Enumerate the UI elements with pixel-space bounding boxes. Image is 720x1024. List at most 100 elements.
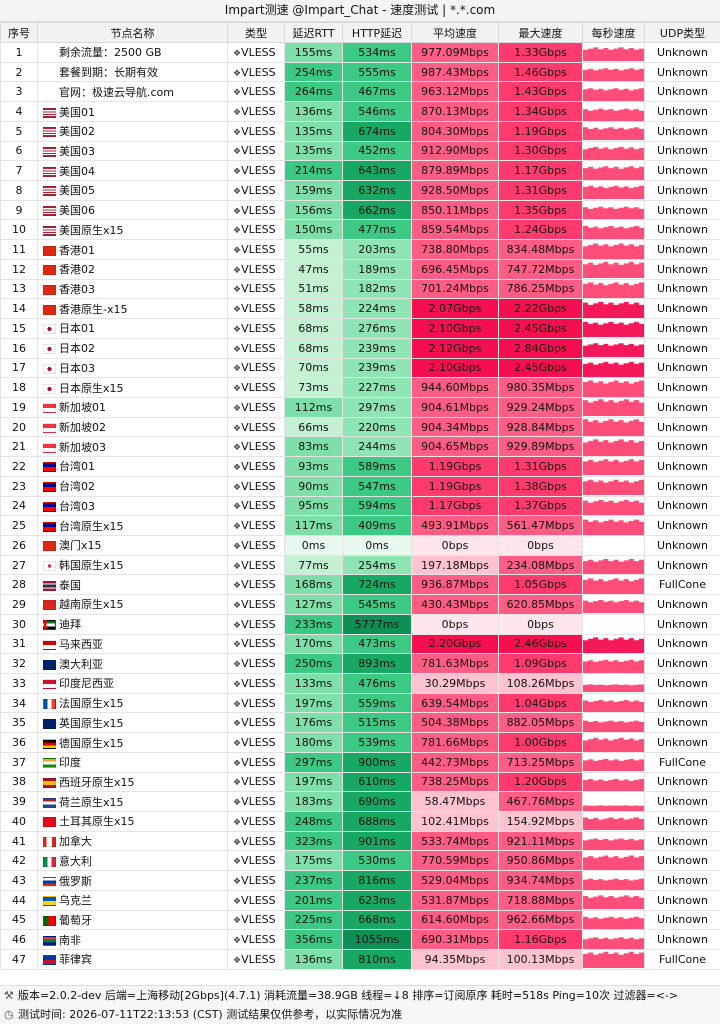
col-http[interactable]: HTTP延迟 [342, 22, 412, 43]
diamond-icon: ❖ [233, 48, 242, 59]
table-row[interactable]: 30 迪拜 ❖VLESS 233ms 5777ms 0bps 0bps Unknown [0, 613, 720, 635]
node-name-label: 台湾03 [59, 499, 95, 513]
node-name-label: 葡萄牙 [59, 913, 92, 927]
rtt-cell: 297ms [284, 751, 343, 773]
row-index: 32 [0, 653, 38, 674]
node-name-label: 俄罗斯 [59, 874, 92, 888]
row-index: 18 [0, 377, 38, 398]
table-row[interactable]: 39 荷兰原生x15 ❖VLESS 183ms 690ms 58.47Mbps 467.76… [0, 791, 720, 813]
node-name-label: 美国05 [59, 184, 95, 198]
table-row[interactable]: 6 美国03 ❖VLESS 135ms 452ms 912.90Mbps 1.30Gbps U… [0, 140, 720, 162]
diamond-icon: ❖ [233, 285, 242, 296]
table-row[interactable]: 31 马来西亚 ❖VLESS 170ms 473ms 2.20Gbps 2.46Gbps Un… [0, 633, 720, 655]
node-name: 新加坡02 [37, 416, 228, 438]
col-avg-speed[interactable]: 平均速度 [411, 22, 499, 43]
col-per-second[interactable]: 每秒速度 [582, 22, 645, 43]
node-type-label: VLESS [241, 203, 276, 217]
table-row[interactable]: 41 加拿大 ❖VLESS 323ms 901ms 533.74Mbps 921.11Mbp… [0, 830, 720, 852]
table-row[interactable]: 13 香港03 ❖VLESS 51ms 182ms 701.24Mbps 786.25Mbp… [0, 278, 720, 300]
table-row[interactable]: 33 印度尼西亚 ❖VLESS 133ms 476ms 30.29Mbps 108.26Mb… [0, 673, 720, 694]
table-row[interactable]: 42 意大利 ❖VLESS 175ms 530ms 770.59Mbps 950.86Mbp… [0, 850, 720, 872]
table-row[interactable]: 16 日本02 ❖VLESS 68ms 239ms 2.12Gbps 2.84Gbps Unk… [0, 337, 720, 359]
udp-cell: Unknown [644, 278, 720, 300]
node-name-label: 澳门x15 [59, 539, 102, 553]
diamond-icon: ❖ [233, 344, 242, 355]
table-row[interactable]: 12 香港02 ❖VLESS 47ms 189ms 696.45Mbps 747.72Mbp… [0, 258, 720, 280]
table-row[interactable]: 45 葡萄牙 ❖VLESS 225ms 668ms 614.60Mbps 962.66Mbp… [0, 909, 720, 931]
table-row[interactable]: 23 台湾02 ❖VLESS 90ms 547ms 1.19Gbps 1.38Gbps Unk… [0, 475, 720, 497]
table-row[interactable]: 25 台湾原生x15 ❖VLESS 117ms 409ms 493.91Mbps 561.4… [0, 515, 720, 536]
node-name: 德国原生x15 [37, 732, 228, 753]
max-speed-cell: 934.74Mbps [498, 870, 583, 891]
table-row[interactable]: 20 新加坡02 ❖VLESS 66ms 220ms 904.34Mbps 928.84Mb… [0, 416, 720, 438]
udp-cell: Unknown [644, 653, 720, 674]
table-row[interactable]: 35 英国原生x15 ❖VLESS 176ms 515ms 504.38Mbps 882.0… [0, 712, 720, 734]
table-row[interactable]: 46 南非 ❖VLESS 356ms 1055ms 690.31Mbps 1.16Gbps U… [0, 929, 720, 951]
table-row[interactable]: 10 美国原生x15 ❖VLESS 150ms 477ms 859.54Mbps 1.24G… [0, 219, 720, 241]
speed-sparkline [583, 380, 644, 397]
table-row[interactable]: 24 台湾03 ❖VLESS 95ms 594ms 1.17Gbps 1.37Gbps Unk… [0, 495, 720, 517]
row-index: 25 [0, 515, 38, 536]
col-max-speed[interactable]: 最大速度 [498, 22, 583, 43]
col-rtt[interactable]: 延迟RTT [284, 22, 343, 43]
table-row[interactable]: 27 韩国原生x15 ❖VLESS 77ms 254ms 197.18Mbps 234.08… [0, 554, 720, 576]
table-row[interactable]: 18 日本原生x15 ❖VLESS 73ms 227ms 944.60Mbps 980.35… [0, 377, 720, 398]
table-row[interactable]: 4 美国01 ❖VLESS 136ms 546ms 870.13Mbps 1.34Gbps U… [0, 101, 720, 122]
table-row[interactable]: 17 日本03 ❖VLESS 70ms 239ms 2.10Gbps 2.45Gbps Unk… [0, 357, 720, 379]
node-name: 土耳其原生x15 [37, 811, 228, 832]
table-row[interactable]: 38 西班牙原生x15 ❖VLESS 197ms 610ms 738.25Mbps 1.20… [0, 771, 720, 793]
table-row[interactable]: 26 澳门x15 ❖VLESS 0ms 0ms 0bps 0bps Unknown [0, 534, 720, 556]
diamond-icon: ❖ [233, 186, 242, 197]
table-row[interactable]: 1 剩余流量：2500 GB ❖VLESS 155ms 534ms 977.09Mbps 1… [0, 42, 720, 63]
table-row[interactable]: 15 日本01 ❖VLESS 68ms 276ms 2.10Gbps 2.45Gbps Unk… [0, 318, 720, 339]
row-index: 16 [0, 337, 38, 359]
table-row[interactable]: 9 美国06 ❖VLESS 156ms 662ms 850.11Mbps 1.35Gbps U… [0, 199, 720, 221]
http-cell: 539ms [342, 732, 412, 753]
jp-flag-icon [43, 344, 56, 355]
col-name[interactable]: 节点名称 [37, 22, 228, 43]
udp-cell: Unknown [644, 101, 720, 122]
table-row[interactable]: 47 菲律宾 ❖VLESS 136ms 810ms 94.35Mbps 100.13Mbps… [0, 949, 720, 970]
node-type-label: VLESS [241, 834, 276, 848]
node-name-label: 意大利 [59, 854, 92, 868]
table-row[interactable]: 28 泰国 ❖VLESS 168ms 724ms 936.87Mbps 1.05Gbps Fu… [0, 574, 720, 596]
table-row[interactable]: 37 印度 ❖VLESS 297ms 900ms 442.73Mbps 713.25Mbps… [0, 751, 720, 773]
diamond-icon: ❖ [233, 206, 242, 217]
col-udp[interactable]: UDP类型 [644, 22, 720, 43]
table-row[interactable]: 32 澳大利亚 ❖VLESS 250ms 893ms 781.63Mbps 1.09Gbps… [0, 653, 720, 674]
rtt-cell: 136ms [284, 949, 343, 970]
table-row[interactable]: 43 俄罗斯 ❖VLESS 237ms 816ms 529.04Mbps 934.74Mbp… [0, 870, 720, 891]
avg-speed-cell: 197.18Mbps [411, 554, 499, 576]
http-cell: 643ms [342, 160, 412, 182]
http-cell: 189ms [342, 258, 412, 280]
sg-flag-icon [43, 403, 56, 414]
udp-cell: Unknown [644, 140, 720, 162]
ca-flag-icon [43, 837, 56, 848]
table-row[interactable]: 2 套餐到期：长期有效 ❖VLESS 254ms 555ms 987.43Mbps 1.46… [0, 61, 720, 83]
speed-sparkline [583, 838, 644, 850]
table-row[interactable]: 3 官网：极速云导航.com ❖VLESS 264ms 467ms 963.12Mbps 1… [0, 81, 720, 103]
table-row[interactable]: 7 美国04 ❖VLESS 214ms 643ms 879.89Mbps 1.17Gbps U… [0, 160, 720, 182]
table-row[interactable]: 11 香港01 ❖VLESS 55ms 203ms 738.80Mbps 834.48Mbp… [0, 239, 720, 260]
avg-speed-cell: 639.54Mbps [411, 692, 499, 714]
col-index[interactable]: 序号 [0, 22, 38, 43]
row-index: 37 [0, 751, 38, 773]
table-row[interactable]: 22 台湾01 ❖VLESS 93ms 589ms 1.19Gbps 1.31Gbps Unk… [0, 456, 720, 477]
row-index: 4 [0, 101, 38, 122]
table-row[interactable]: 14 香港原生-x15 ❖VLESS 58ms 224ms 2.07Gbps 2.22Gbp… [0, 298, 720, 320]
table-row[interactable]: 21 新加坡03 ❖VLESS 83ms 244ms 904.65Mbps 929.89Mb… [0, 436, 720, 458]
max-speed-cell: 467.76Mbps [498, 791, 583, 813]
table-row[interactable]: 8 美国05 ❖VLESS 159ms 632ms 928.50Mbps 1.31Gbps U… [0, 180, 720, 201]
avg-speed-cell: 770.59Mbps [411, 850, 499, 872]
table-row[interactable]: 34 法国原生x15 ❖VLESS 197ms 559ms 639.54Mbps 1.04G… [0, 692, 720, 714]
table-row[interactable]: 36 德国原生x15 ❖VLESS 180ms 539ms 781.66Mbps 1.00G… [0, 732, 720, 753]
table-row[interactable]: 29 越南原生x15 ❖VLESS 127ms 545ms 430.43Mbps 620.8… [0, 594, 720, 615]
diamond-icon: ❖ [233, 936, 242, 947]
table-row[interactable]: 44 乌克兰 ❖VLESS 201ms 623ms 531.87Mbps 718.88Mbp… [0, 889, 720, 911]
sparkline-area [583, 262, 644, 279]
table-row[interactable]: 19 新加坡01 ❖VLESS 112ms 297ms 904.61Mbps 929.24M… [0, 396, 720, 418]
table-row[interactable]: 5 美国02 ❖VLESS 135ms 674ms 804.30Mbps 1.19Gbps U… [0, 120, 720, 142]
max-speed-cell: 929.24Mbps [498, 396, 583, 418]
table-row[interactable]: 40 土耳其原生x15 ❖VLESS 248ms 688ms 102.41Mbps 154.… [0, 811, 720, 832]
col-type[interactable]: 类型 [227, 22, 285, 43]
